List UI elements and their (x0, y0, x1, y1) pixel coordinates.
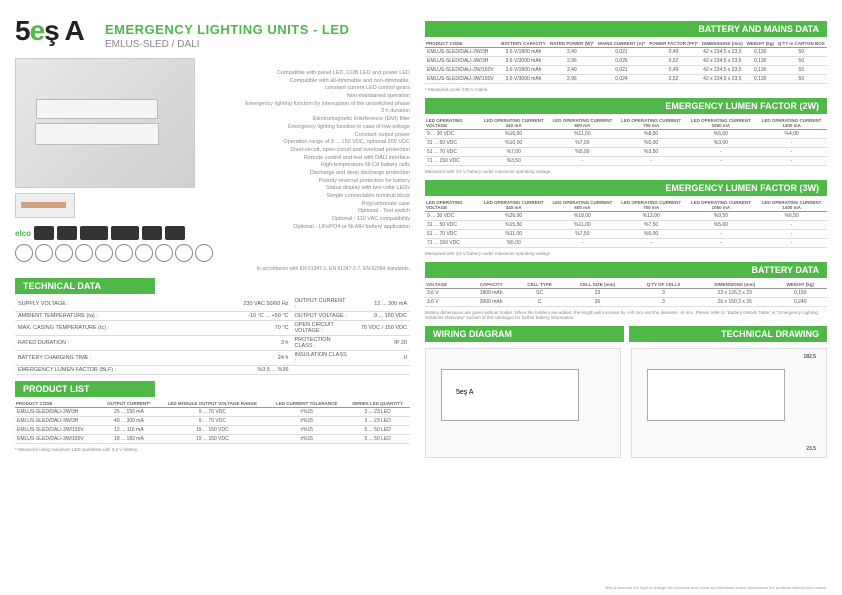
wiring-diagram: 5eş A (425, 348, 621, 458)
product-list-note: * Measured using maximum LED quantities … (15, 447, 410, 452)
spec-icon-row (15, 244, 410, 262)
elf3-note: Measured with 3,6 V battery under maximu… (425, 251, 827, 256)
technical-drawing: 182,523,5 (631, 348, 827, 458)
standards-note: In accordance with EN 61347-1, EN 61347-… (15, 266, 410, 272)
footer-disclaimer: Beş A reserves the right to change the t… (606, 585, 827, 590)
product-image-small (15, 193, 75, 218)
elf3-header: EMERGENCY LUMEN FACTOR (3W) (425, 180, 827, 196)
technical-data-header: TECHNICAL DATA (15, 278, 155, 294)
diagrams: 5eş A 182,523,5 (425, 348, 827, 458)
technical-data-table: SUPPLY VOLTAGE :230 VAC 50/60 HzOUTPUT C… (15, 297, 410, 375)
page-subtitle: EMLUS-SLED / DALI (105, 39, 410, 50)
battery-mains-note: * Measured under 230 V mains. (425, 87, 827, 92)
page-title: EMERGENCY LIGHTING UNITS - LED (105, 22, 410, 37)
wiring-header: WIRING DIAGRAM (425, 326, 624, 342)
elf2-header: EMERGENCY LUMEN FACTOR (2W) (425, 98, 827, 114)
elf3-table: LED OPERATING VOLTAGELED OPERATING CURRE… (425, 199, 827, 248)
feature-list: Compatible with panel LED, COB LED and p… (210, 70, 410, 231)
product-list-header: PRODUCT LIST (15, 381, 155, 397)
battery-mains-table: PRODUCT CODEBATTERY CAPACITYRATED POWER … (425, 40, 827, 84)
battery-mains-header: BATTERY AND MAINS DATA (425, 21, 827, 37)
techdraw-header: TECHNICAL DRAWING (629, 326, 828, 342)
battery-data-table: VOLTAGECAPACITYCELL TYPECELL SIZE (mm)Q'… (425, 281, 827, 307)
battery-data-note: Battery dimensions are given without hol… (425, 310, 827, 320)
battery-data-header: BATTERY DATA (425, 262, 827, 278)
product-list-table: PRODUCT CODEOUTPUT CURRENT*LED MODULE OU… (15, 400, 410, 444)
product-image (15, 58, 195, 188)
elf2-table: LED OPERATING VOLTAGELED OPERATING CURRE… (425, 117, 827, 166)
elf2-note: Measured with 3,6 V battery under maximu… (425, 169, 827, 174)
